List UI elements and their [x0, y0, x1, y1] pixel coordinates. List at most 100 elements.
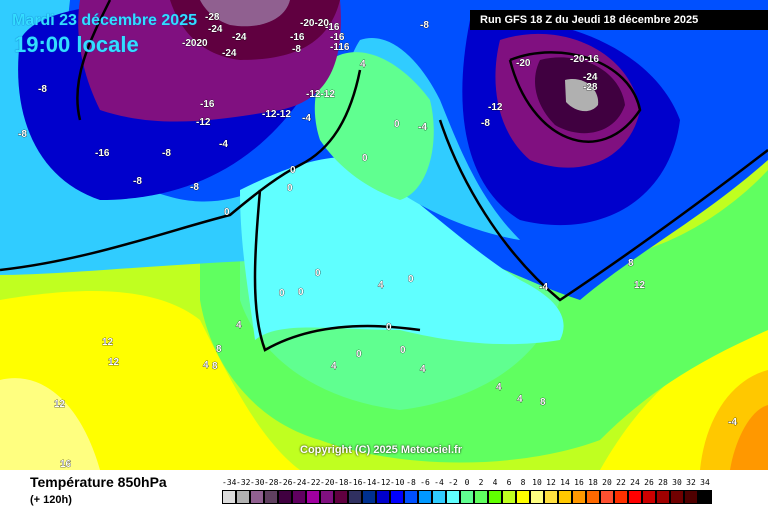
- legend-label: 0: [464, 478, 470, 487]
- legend-swatch: [656, 490, 670, 504]
- legend-label: -10: [390, 478, 405, 487]
- legend-swatch: [390, 490, 404, 504]
- contour-label: -28: [205, 12, 220, 23]
- legend-label: 14: [560, 478, 570, 487]
- contour-label: -16: [200, 99, 215, 110]
- legend-label: 30: [672, 478, 682, 487]
- legend-swatch: [376, 490, 390, 504]
- legend-swatch: [544, 490, 558, 504]
- map-title: Température 850hPa: [30, 474, 167, 490]
- contour-label: -4: [302, 113, 311, 124]
- legend-label: 6: [506, 478, 512, 487]
- contour-label: -24: [222, 48, 237, 59]
- legend-label: 18: [588, 478, 598, 487]
- contour-label: 12: [102, 337, 114, 348]
- contour-label: -8: [420, 20, 429, 31]
- legend-label: 24: [630, 478, 640, 487]
- contour-label: 8: [212, 361, 218, 372]
- legend-label: 12: [546, 478, 556, 487]
- legend-label: 16: [574, 478, 584, 487]
- contour-label: -24: [208, 24, 223, 35]
- legend-label: -18: [334, 478, 349, 487]
- contour-label: 8: [540, 397, 546, 408]
- temperature-map: -28-24-2020-24-24-16-8-20-20-16-116-16-8…: [0, 0, 768, 470]
- contour-label: -116: [330, 42, 350, 53]
- contour-label: -12-12: [306, 89, 335, 100]
- legend-swatch: [558, 490, 572, 504]
- legend-swatch: [516, 490, 530, 504]
- legend-swatch: [432, 490, 446, 504]
- contour-label: -4: [418, 122, 427, 133]
- legend-label: 4: [492, 478, 498, 487]
- zone-orange-core: [730, 405, 768, 470]
- legend-swatch: [446, 490, 460, 504]
- legend-swatch: [460, 490, 474, 504]
- legend-label: -4: [434, 478, 444, 487]
- contour-label: 0: [279, 288, 285, 299]
- legend-label: -32: [236, 478, 251, 487]
- forecast-date: Mardi 23 décembre 2025: [12, 12, 197, 29]
- contour-label: -20: [516, 58, 531, 69]
- legend-swatch: [642, 490, 656, 504]
- model-run-label: Run GFS 18 Z du Jeudi 18 décembre 2025: [470, 10, 768, 30]
- legend-swatch: [250, 490, 264, 504]
- contour-label: 0: [315, 268, 321, 279]
- contour-label: 0: [224, 207, 230, 218]
- isotherm-0-east: [438, 119, 768, 302]
- contour-label: -2020: [182, 38, 208, 49]
- legend-label: 2: [478, 478, 484, 487]
- legend-label: 10: [532, 478, 542, 487]
- copyright: Copyright (C) 2025 Meteociel.fr: [300, 444, 462, 456]
- contour-label: -8: [190, 182, 199, 193]
- legend-label: -8: [406, 478, 416, 487]
- contour-label: -16: [330, 32, 345, 43]
- legend-label: 32: [686, 478, 696, 487]
- zone-light-yellow: [0, 378, 100, 470]
- contour-label: -12-12: [262, 109, 291, 120]
- contour-label: 4: [378, 280, 384, 291]
- legend-label: -24: [292, 478, 307, 487]
- contour-label: 4: [236, 320, 242, 331]
- contour-label: -8: [162, 148, 171, 159]
- legend-label: -28: [264, 478, 279, 487]
- footer: Température 850hPa (+ 120h) -34 -32 -30 -28…: [0, 470, 768, 512]
- zone-green-scandinavia: [314, 52, 434, 201]
- isotherm-minus16-east: [508, 51, 642, 143]
- legend-swatch: [236, 490, 250, 504]
- legend-swatch: [418, 490, 432, 504]
- isotherm-minus16-west: [76, 0, 112, 121]
- legend-label: -6: [420, 478, 430, 487]
- contour-label: 0: [356, 349, 362, 360]
- legend-label: -34: [222, 478, 237, 487]
- legend-swatch: [572, 490, 586, 504]
- legend-label: 26: [644, 478, 654, 487]
- contour-label: -16: [95, 148, 110, 159]
- legend-swatch: [292, 490, 306, 504]
- contour-label: -12: [196, 117, 211, 128]
- contour-label: 12: [108, 357, 120, 368]
- legend-label: -22: [306, 478, 321, 487]
- forecast-time: 19:00 locale: [14, 32, 139, 57]
- contour-label: 4: [517, 394, 523, 405]
- contour-label: 4: [360, 59, 366, 70]
- contour-label: 0: [362, 153, 368, 164]
- legend-swatch: [348, 490, 362, 504]
- zone-gray-west: [200, 0, 290, 27]
- legend-label: -26: [278, 478, 293, 487]
- contour-label: -4: [539, 282, 548, 293]
- contour-label: 16: [60, 459, 72, 470]
- legend-swatch: [614, 490, 628, 504]
- contour-label: 0: [298, 287, 304, 298]
- legend-label: 8: [520, 478, 526, 487]
- contour-label: 0: [394, 119, 400, 130]
- legend-swatch: [362, 490, 376, 504]
- contour-label: 0: [386, 322, 392, 333]
- legend-swatch: [586, 490, 600, 504]
- legend-label: 28: [658, 478, 668, 487]
- legend-swatch: [670, 490, 684, 504]
- contour-label: 0: [290, 165, 296, 176]
- legend-swatch: [404, 490, 418, 504]
- contour-label: -16: [290, 32, 305, 43]
- legend-label: -14: [362, 478, 377, 487]
- legend-swatch: [334, 490, 348, 504]
